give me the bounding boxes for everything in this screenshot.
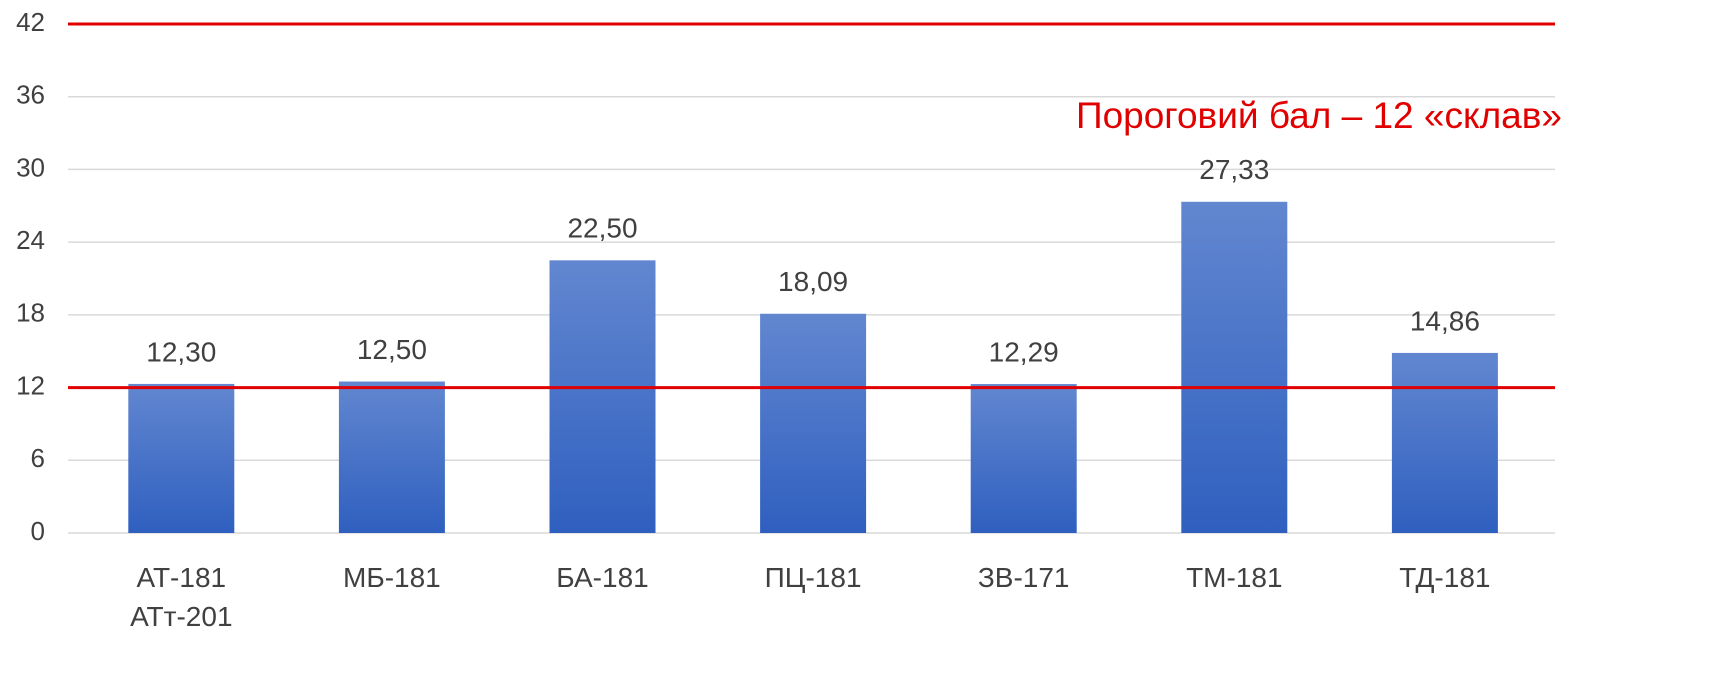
y-tick-label: 36 <box>16 80 45 110</box>
y-tick-label: 42 <box>16 7 45 37</box>
bar <box>128 383 235 533</box>
bar <box>549 260 656 533</box>
x-tick-label: МБ-181 <box>343 562 441 593</box>
x-tick-label-box: ЗВ-171 <box>977 562 1070 593</box>
data-label: 12,50 <box>357 334 427 365</box>
bar <box>1181 201 1288 533</box>
x-tick-label: ТМ-181 <box>1186 562 1283 593</box>
bar <box>760 313 867 533</box>
annotation: Пороговий бал – 12 «склав» <box>1076 95 1562 136</box>
data-label: 12,29 <box>989 336 1059 367</box>
x-tick-label-box: ТМ-181 <box>1186 562 1283 593</box>
bar <box>970 384 1077 533</box>
x-tick-label-box: МБ-181 <box>343 562 441 593</box>
y-tick-label: 6 <box>31 443 45 473</box>
x-tick-label: АТ-181 АТт-201 <box>130 562 233 632</box>
y-tick-label: 0 <box>31 516 45 546</box>
x-tick-label-box: АТ-181 АТт-201 <box>130 562 233 632</box>
x-tick-label: ПЦ-181 <box>764 562 862 593</box>
data-label: 12,30 <box>146 336 216 367</box>
x-tick-label: ТД-181 <box>1399 562 1491 593</box>
data-label: 18,09 <box>778 266 848 297</box>
y-tick-label: 24 <box>16 225 45 255</box>
data-label: 14,86 <box>1410 305 1480 336</box>
x-tick-label-box: ПЦ-181 <box>764 562 862 593</box>
data-label: 27,33 <box>1199 154 1269 185</box>
x-tick-label: ЗВ-171 <box>977 562 1070 593</box>
y-tick-label: 12 <box>16 370 45 400</box>
bar <box>1391 352 1498 533</box>
y-tick-label: 30 <box>16 152 45 182</box>
x-tick-label: БА-181 <box>556 562 649 593</box>
y-tick-label: 18 <box>16 298 45 328</box>
bar <box>338 381 445 533</box>
data-label: 22,50 <box>567 213 637 244</box>
x-tick-label-box: БА-181 <box>556 562 649 593</box>
x-tick-label-box: ТД-181 <box>1399 562 1491 593</box>
